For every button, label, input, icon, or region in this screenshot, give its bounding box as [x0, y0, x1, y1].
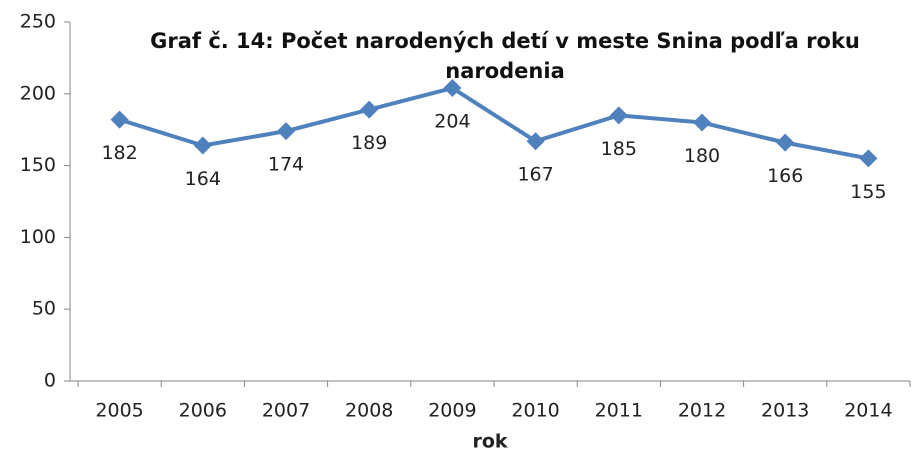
x-tick-label: 2013: [761, 400, 809, 422]
data-label: 166: [767, 165, 803, 187]
data-label: 174: [268, 154, 304, 176]
x-tick-label: 2009: [428, 400, 476, 422]
x-tick-label: 2005: [95, 400, 143, 422]
data-label: 204: [434, 111, 470, 133]
marker: [859, 149, 878, 168]
x-tick-label: 2008: [345, 400, 393, 422]
marker: [609, 106, 628, 125]
marker: [693, 113, 711, 132]
marker: [443, 79, 462, 98]
data-label: 185: [601, 138, 637, 160]
y-tick-label: 250: [20, 11, 56, 33]
chart-title: Graf č. 14: Počet narodených detí v mest…: [150, 29, 860, 83]
x-tick-label: 2006: [179, 400, 227, 422]
x-tick-label: 2010: [511, 400, 559, 422]
y-tick-label: 200: [20, 82, 56, 104]
y-tick-label: 100: [20, 226, 56, 248]
x-tick-label: 2012: [678, 400, 726, 422]
marker: [360, 100, 379, 119]
series-line: [119, 86, 869, 161]
x-tick-label: 2007: [262, 400, 310, 422]
data-label: 180: [684, 145, 720, 167]
marker: [526, 132, 545, 151]
data-label: 189: [351, 132, 387, 154]
x-tick-label: 2014: [844, 400, 892, 422]
y-tick-label: 50: [32, 298, 56, 320]
y-tick-label: 0: [44, 370, 56, 392]
y-tick-label: 150: [20, 154, 56, 176]
data-label: 167: [517, 164, 553, 186]
marker: [776, 133, 795, 152]
x-tick-label: 2011: [595, 400, 643, 422]
marker: [277, 122, 295, 141]
data-label: 182: [101, 142, 137, 164]
marker: [193, 136, 212, 155]
marker: [110, 110, 129, 129]
data-label: 155: [850, 181, 886, 203]
x-axis-label: rok: [472, 431, 507, 452]
data-label: 164: [185, 168, 221, 190]
